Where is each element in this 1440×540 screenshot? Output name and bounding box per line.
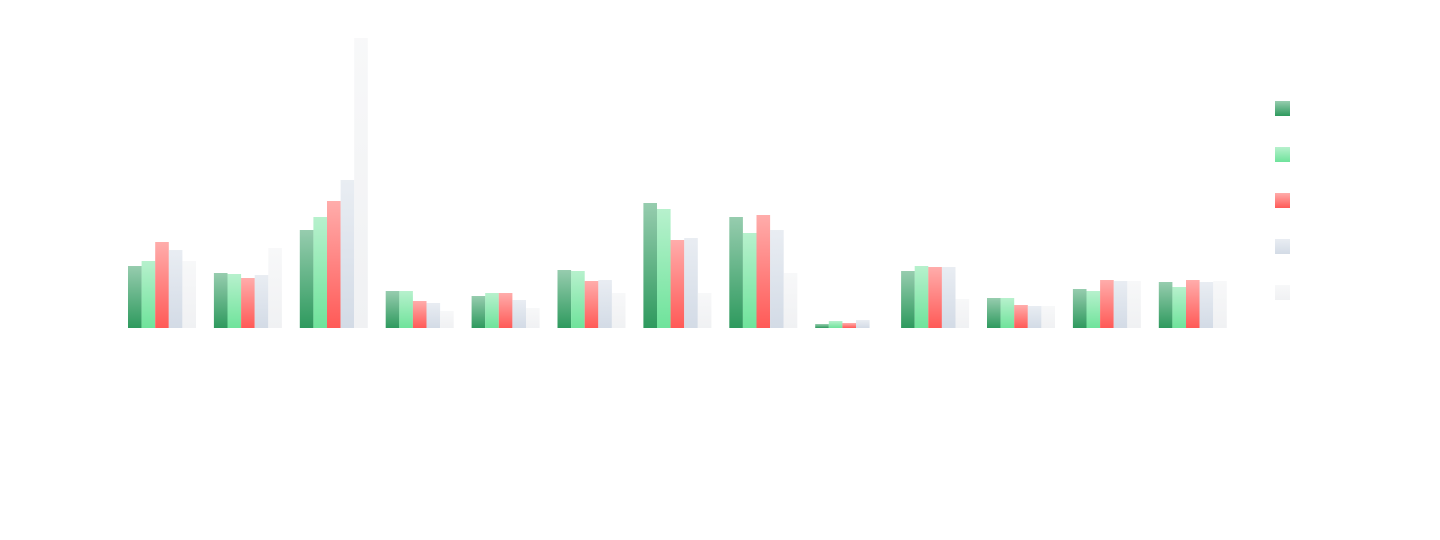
bar: [1213, 281, 1227, 328]
bar: [354, 38, 368, 328]
bar: [213, 273, 228, 328]
bar: [254, 275, 269, 328]
bar: [557, 270, 572, 328]
bar: [485, 293, 499, 328]
bar: [856, 320, 870, 328]
bar: [1100, 280, 1114, 328]
bar: [1199, 282, 1214, 328]
bar: [670, 240, 685, 328]
bar: [584, 281, 599, 328]
legend-swatch: [1275, 239, 1290, 254]
bar: [770, 230, 784, 328]
bar: [168, 250, 183, 328]
bar: [611, 293, 626, 328]
bar: [1113, 281, 1128, 328]
bar: [512, 300, 526, 328]
bar: [941, 267, 956, 328]
bar: [729, 217, 743, 328]
bar: [471, 296, 486, 328]
bar: [598, 280, 612, 328]
bar: [1186, 280, 1200, 328]
bar: [498, 293, 513, 328]
bar: [684, 238, 698, 328]
bar: [815, 324, 829, 328]
bar: [426, 303, 441, 328]
bar: [783, 273, 798, 328]
bar: [182, 261, 196, 328]
bar: [842, 323, 856, 328]
bar: [227, 274, 242, 328]
bar: [828, 321, 843, 328]
bar: [987, 298, 1001, 328]
bar: [1086, 291, 1101, 328]
bar: [1172, 287, 1186, 328]
bar: [756, 215, 771, 328]
bar: [313, 217, 327, 328]
bar: [901, 271, 915, 328]
bar: [526, 308, 540, 328]
bar: [327, 201, 341, 328]
bar: [1041, 306, 1055, 328]
bar: [1072, 289, 1087, 328]
bar: [155, 242, 169, 328]
bar: [1027, 306, 1042, 328]
bar: [571, 271, 585, 328]
bar: [128, 266, 142, 328]
bar: [955, 299, 970, 328]
bar: [1158, 282, 1173, 328]
bar: [340, 180, 355, 328]
legend-swatch: [1275, 147, 1290, 162]
bar: [1000, 298, 1015, 328]
bar: [697, 293, 712, 328]
bar: [1127, 281, 1141, 328]
bar: [412, 301, 427, 328]
bar: [1014, 305, 1028, 328]
bar: [914, 266, 929, 328]
bar: [440, 311, 454, 328]
bar: [742, 233, 757, 328]
bar: [657, 209, 671, 328]
legend-swatch: [1275, 101, 1290, 116]
legend-swatch: [1275, 285, 1290, 300]
bar: [141, 261, 156, 328]
bar: [241, 278, 255, 328]
bar: [385, 291, 400, 328]
bar: [299, 230, 314, 328]
bar: [643, 203, 657, 328]
legend-swatch: [1275, 193, 1290, 208]
bar: [928, 267, 942, 328]
bar: [399, 291, 413, 328]
bar: [268, 248, 282, 328]
